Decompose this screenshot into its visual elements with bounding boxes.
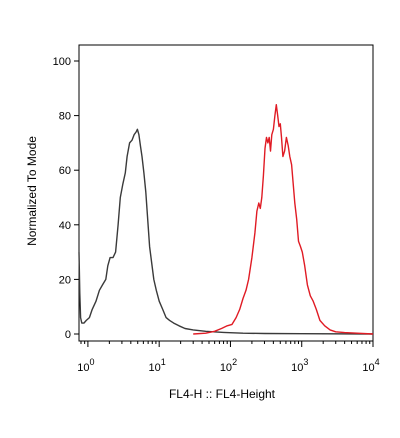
y-tick-label: 80: [59, 111, 71, 123]
x-tick-exponent: 1: [161, 357, 166, 367]
y-tick-label: 0: [65, 329, 71, 341]
series-line-1: [78, 128, 374, 335]
series-line-2: [193, 104, 374, 335]
series-layer: [78, 104, 374, 335]
x-tick-exponent: 0: [90, 357, 95, 367]
x-axis-ticks: 100 101 102 103 104: [77, 341, 380, 374]
y-axis-label: Normalized To Mode: [25, 136, 39, 246]
x-tick-base: 10: [149, 362, 161, 374]
x-tick-label: 102: [220, 357, 237, 374]
x-tick-base: 10: [291, 362, 303, 374]
y-axis-ticks: 0 20 40 60 80 100: [53, 56, 79, 341]
y-tick-label: 100: [53, 56, 71, 68]
plot-frame: [78, 44, 374, 342]
x-tick-exponent: 3: [303, 357, 308, 367]
x-tick-base: 10: [220, 362, 232, 374]
x-tick-label: 101: [149, 357, 166, 374]
x-tick-base: 10: [362, 362, 374, 374]
x-tick-exponent: 4: [375, 357, 380, 367]
y-tick-label: 60: [59, 165, 71, 177]
x-tick-label: 104: [362, 357, 379, 374]
x-tick-base: 10: [77, 362, 89, 374]
y-tick-label: 40: [59, 220, 71, 232]
x-axis-label: FL4-H :: FL4-Height: [169, 387, 276, 401]
x-tick-label: 100: [77, 357, 94, 374]
x-tick-exponent: 2: [232, 357, 237, 367]
x-tick-label: 103: [291, 357, 308, 374]
y-tick-label: 20: [59, 274, 71, 286]
